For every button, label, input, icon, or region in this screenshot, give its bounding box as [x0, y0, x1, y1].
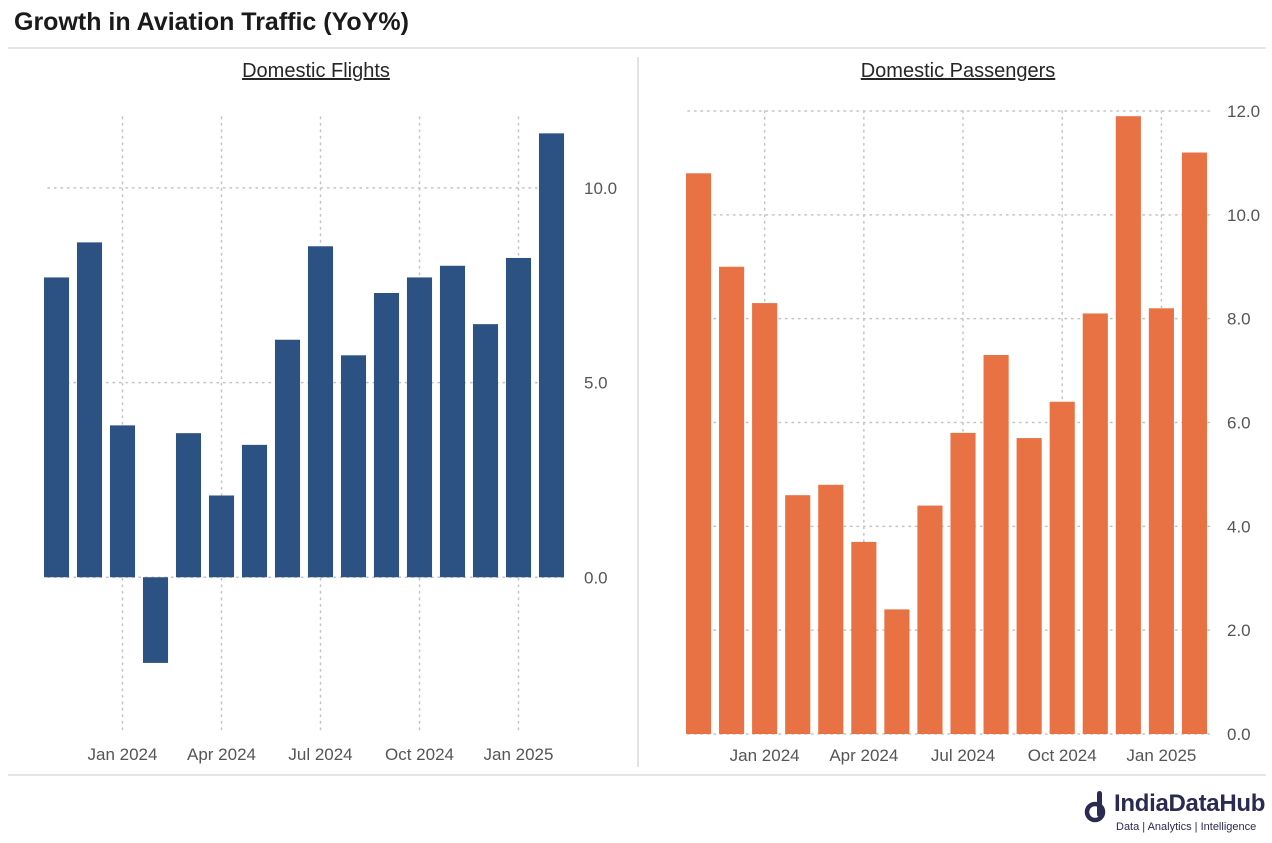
bar	[1181, 152, 1208, 735]
y-tick-label: 0.0	[1227, 725, 1251, 744]
bar	[505, 257, 532, 578]
bar	[208, 495, 235, 578]
bar	[373, 293, 400, 578]
brand-tagline: Data | Analytics | Intelligence	[1116, 821, 1257, 833]
bar	[719, 266, 745, 734]
x-tick-label: Jan 2024	[730, 746, 800, 765]
bar	[1016, 438, 1042, 734]
panel-divider	[637, 57, 639, 767]
bar	[109, 425, 136, 578]
bar	[439, 265, 466, 578]
x-tick-label: Apr 2024	[187, 745, 256, 764]
y-tick-label: 8.0	[1227, 310, 1251, 329]
bar	[1049, 401, 1075, 734]
bar	[142, 577, 169, 663]
bar	[43, 277, 70, 578]
brand-logo-icon	[1084, 791, 1106, 823]
brand-name: IndiaDataHub	[1114, 790, 1266, 817]
bar	[538, 133, 565, 578]
domestic-flights-chart: 0.0 5.0 10.0 Jan 2024 Apr 2024 Jul 2024 Oct 20…	[43, 116, 617, 764]
domestic-passengers-chart: 0.0 2.0 4.0 6.0 8.0 10.0 12.0 Jan 2024 Apr 2024 J…	[685, 102, 1260, 765]
bar	[950, 432, 976, 734]
y-tick-label: 6.0	[1227, 414, 1251, 433]
chart-title-flights: Domestic Flights	[242, 60, 390, 82]
y-tick-label: 5.0	[584, 374, 608, 393]
bar	[685, 173, 712, 735]
x-tick-label: Jul 2024	[931, 746, 995, 765]
bar	[340, 355, 367, 578]
bar	[752, 303, 778, 734]
y-tick-label: 0.0	[584, 568, 608, 587]
x-tick-label: Jan 2024	[88, 745, 158, 764]
x-tick-label: Jan 2025	[1126, 746, 1196, 765]
bar	[851, 541, 877, 734]
x-tick-label: Jan 2025	[484, 745, 554, 764]
bar	[406, 277, 433, 578]
x-tick-label: Oct 2024	[385, 745, 454, 764]
x-tick-label: Jul 2024	[288, 745, 352, 764]
y-tick-label: 12.0	[1227, 102, 1260, 121]
y-tick-label: 2.0	[1227, 621, 1251, 640]
bar	[983, 355, 1009, 734]
bar	[884, 609, 910, 734]
bar	[917, 505, 943, 734]
chart-title-passengers: Domestic Passengers	[860, 60, 1056, 82]
bar	[472, 324, 499, 578]
footer-rule	[8, 774, 1266, 776]
bar	[241, 444, 268, 578]
y-tick-label: 10.0	[1227, 206, 1260, 225]
header-rule	[8, 47, 1266, 49]
bar	[1115, 116, 1141, 735]
bar	[274, 339, 301, 578]
bar	[785, 495, 811, 734]
bar	[307, 246, 334, 578]
page-title: Growth in Aviation Traffic (YoY%)	[14, 8, 409, 36]
bar	[175, 433, 202, 578]
bar	[1148, 308, 1174, 734]
x-tick-label: Oct 2024	[1028, 746, 1097, 765]
bar	[1082, 313, 1108, 734]
bar	[818, 484, 844, 734]
y-tick-label: 10.0	[584, 179, 617, 198]
x-tick-label: Apr 2024	[829, 746, 898, 765]
bar	[76, 242, 103, 578]
brand-logo-block: IndiaDataHub Data | Analytics | Intellig…	[1084, 790, 1268, 840]
y-tick-label: 4.0	[1227, 517, 1251, 536]
